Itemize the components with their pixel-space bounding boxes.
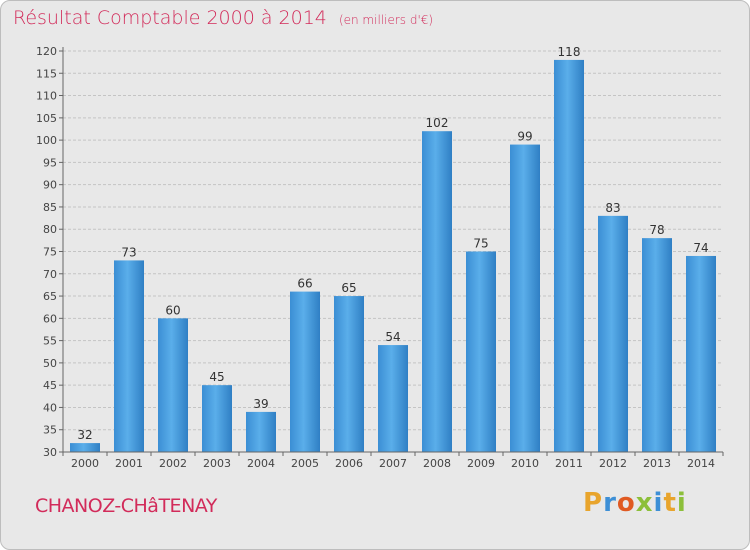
y-tick-label: 45 bbox=[43, 379, 57, 392]
y-tick-label: 50 bbox=[43, 357, 57, 370]
data-label-2005: 66 bbox=[297, 277, 312, 291]
data-label-2001: 73 bbox=[121, 245, 136, 259]
y-tick-label: 115 bbox=[36, 67, 57, 80]
x-tick-label-2008: 2008 bbox=[423, 457, 451, 470]
x-tick-label-2011: 2011 bbox=[555, 457, 583, 470]
x-tick-label-2000: 2000 bbox=[71, 457, 99, 470]
logo-letter: i bbox=[653, 488, 664, 518]
y-tick-label: 95 bbox=[43, 156, 57, 169]
x-tick-label-2014: 2014 bbox=[687, 457, 715, 470]
x-axis: 2000 2001 2002 2003 2004 2005 2006 2007 2008 2009… bbox=[62, 451, 724, 470]
bar-2003 bbox=[202, 385, 232, 452]
data-label-2004: 39 bbox=[253, 397, 268, 411]
x-tick-label-2004: 2004 bbox=[247, 457, 275, 470]
y-tick-label: 120 bbox=[36, 45, 57, 58]
data-label-2013: 78 bbox=[649, 223, 664, 237]
bar-2014 bbox=[686, 255, 716, 452]
x-tick-label-2010: 2010 bbox=[511, 457, 539, 470]
data-label-2014: 74 bbox=[693, 241, 708, 255]
data-label-2008: 102 bbox=[426, 116, 449, 130]
y-axis: 30 35 40 45 50 55 60 65 70 75 80 85 90 95 100 105 110 115… bbox=[36, 45, 64, 459]
y-tick-label: 55 bbox=[43, 335, 57, 348]
bar-2012 bbox=[598, 215, 628, 452]
x-tick-label-2005: 2005 bbox=[291, 457, 319, 470]
logo-letter: x bbox=[635, 488, 654, 518]
y-tick-label: 30 bbox=[43, 446, 57, 459]
x-tick-label-2001: 2001 bbox=[115, 457, 143, 470]
data-label-2007: 54 bbox=[385, 330, 400, 344]
x-tick-label-2006: 2006 bbox=[335, 457, 363, 470]
x-tick-label-2013: 2013 bbox=[643, 457, 671, 470]
bar-2009 bbox=[466, 251, 496, 452]
y-tick-label: 65 bbox=[43, 290, 57, 303]
x-tick-label-2012: 2012 bbox=[599, 457, 627, 470]
bar-2008 bbox=[422, 131, 452, 452]
y-tick-label: 100 bbox=[36, 134, 57, 147]
bar-2000 bbox=[70, 443, 100, 452]
y-tick-label: 110 bbox=[36, 90, 57, 103]
y-tick-label: 90 bbox=[43, 179, 57, 192]
bars: 32 73 60 45 39 66 65 54 102 75 99 118 83 78 74 bbox=[70, 45, 716, 453]
logo-letter: o bbox=[616, 488, 636, 518]
y-tick-label: 70 bbox=[43, 268, 57, 281]
x-tick-label-2002: 2002 bbox=[159, 457, 187, 470]
bar-2011 bbox=[554, 59, 584, 453]
logo-letter: i bbox=[676, 488, 687, 518]
data-label-2000: 32 bbox=[77, 428, 92, 442]
data-label-2011: 118 bbox=[558, 45, 581, 59]
bar-2005 bbox=[290, 291, 320, 452]
data-label-2010: 99 bbox=[517, 130, 532, 144]
data-label-2006: 65 bbox=[341, 281, 356, 295]
data-label-2002: 60 bbox=[165, 303, 180, 317]
data-label-2012: 83 bbox=[605, 201, 620, 215]
chart-title-text: Résultat Comptable 2000 à 2014 bbox=[13, 7, 327, 29]
y-tick-label: 105 bbox=[36, 112, 57, 125]
logo-letter: t bbox=[663, 488, 677, 518]
data-label-2003: 45 bbox=[209, 370, 224, 384]
y-tick-label: 75 bbox=[43, 246, 57, 259]
data-label-2009: 75 bbox=[473, 237, 488, 251]
logo-letter: r bbox=[603, 488, 617, 518]
logo-letter: P bbox=[583, 488, 604, 518]
bar-2007 bbox=[378, 345, 408, 452]
x-tick-label-2007: 2007 bbox=[379, 457, 407, 470]
bar-2001 bbox=[114, 260, 144, 452]
y-tick-label: 35 bbox=[43, 424, 57, 437]
bar-2010 bbox=[510, 144, 540, 453]
bar-2004 bbox=[246, 411, 276, 452]
commune-name: CHANOZ-CHâTENAY bbox=[35, 495, 217, 517]
chart-title: Résultat Comptable 2000 à 2014 (en milli… bbox=[13, 7, 433, 29]
bar-2013 bbox=[642, 238, 672, 452]
x-tick-label-2003: 2003 bbox=[203, 457, 231, 470]
y-tick-label: 40 bbox=[43, 401, 57, 414]
bar-2006 bbox=[334, 296, 364, 452]
bar-2002 bbox=[158, 318, 188, 452]
y-tick-label: 85 bbox=[43, 201, 57, 214]
y-tick-label: 60 bbox=[43, 312, 57, 325]
proxiti-logo: Proxiti bbox=[583, 488, 687, 518]
x-tick-label-2009: 2009 bbox=[467, 457, 495, 470]
chart-subtitle: (en milliers d'€) bbox=[338, 13, 434, 27]
y-tick-label: 80 bbox=[43, 223, 57, 236]
